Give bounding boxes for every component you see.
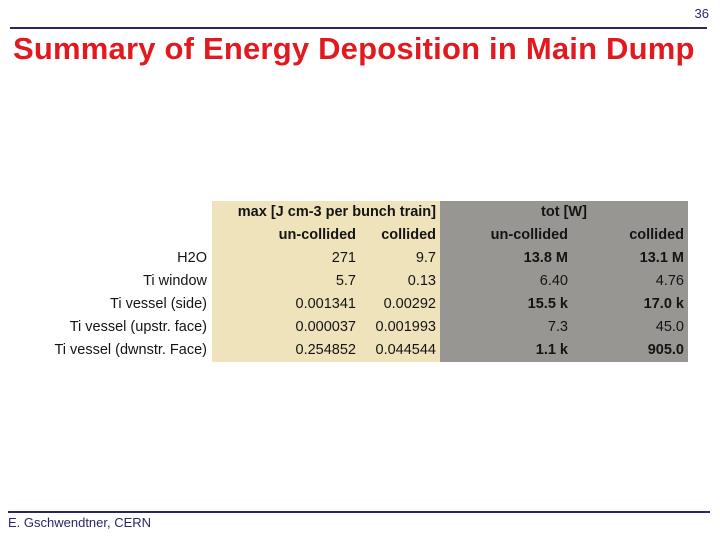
cell-tot-uncollided: 15.5 k <box>440 293 572 316</box>
cell-tot-collided: 45.0 <box>572 316 688 339</box>
cell-max-collided: 0.00292 <box>360 293 440 316</box>
footer-author: E. Gschwendtner, CERN <box>8 515 152 530</box>
cell-max-uncollided: 0.000037 <box>212 316 360 339</box>
cell-max-uncollided: 0.254852 <box>212 339 360 362</box>
subheader-max-uncollided: un-collided <box>212 224 360 247</box>
top-rule <box>10 27 707 29</box>
cell-tot-uncollided: 6.40 <box>440 270 572 293</box>
cell-tot-collided: 13.1 M <box>572 247 688 270</box>
row-label: H2O <box>177 250 207 266</box>
footer-rule <box>8 511 710 513</box>
cell-max-collided: 0.001993 <box>360 316 440 339</box>
table-corner-spacer <box>48 201 212 224</box>
row-label: Ti vessel (dwnstr. Face) <box>54 342 207 358</box>
cell-max-collided: 9.7 <box>360 247 440 270</box>
cell-tot-uncollided: 7.3 <box>440 316 572 339</box>
slide-title: Summary of Energy Deposition in Main Dum… <box>13 31 695 66</box>
table-corner-spacer <box>48 224 212 247</box>
cell-tot-uncollided: 1.1 k <box>440 339 572 362</box>
cell-tot-collided: 4.76 <box>572 270 688 293</box>
row-label: Ti vessel (side) <box>110 296 207 312</box>
cell-max-collided: 0.044544 <box>360 339 440 362</box>
cell-max-uncollided: 271 <box>212 247 360 270</box>
group-header-tot: tot [W] <box>440 201 688 224</box>
group-header-max: max [J cm-3 per bunch train] <box>212 201 440 224</box>
cell-max-uncollided: 0.001341 <box>212 293 360 316</box>
cell-max-collided: 0.13 <box>360 270 440 293</box>
subheader-max-collided: collided <box>360 224 440 247</box>
cell-max-uncollided: 5.7 <box>212 270 360 293</box>
energy-deposition-table: max [J cm-3 per bunch train] tot [W] un-… <box>48 201 688 362</box>
subheader-tot-uncollided: un-collided <box>440 224 572 247</box>
cell-tot-uncollided: 13.8 M <box>440 247 572 270</box>
row-label: Ti window <box>143 273 207 289</box>
page-number: 36 <box>694 6 709 21</box>
subheader-tot-collided: collided <box>572 224 688 247</box>
row-label: Ti vessel (upstr. face) <box>69 319 207 335</box>
cell-tot-collided: 17.0 k <box>572 293 688 316</box>
cell-tot-collided: 905.0 <box>572 339 688 362</box>
